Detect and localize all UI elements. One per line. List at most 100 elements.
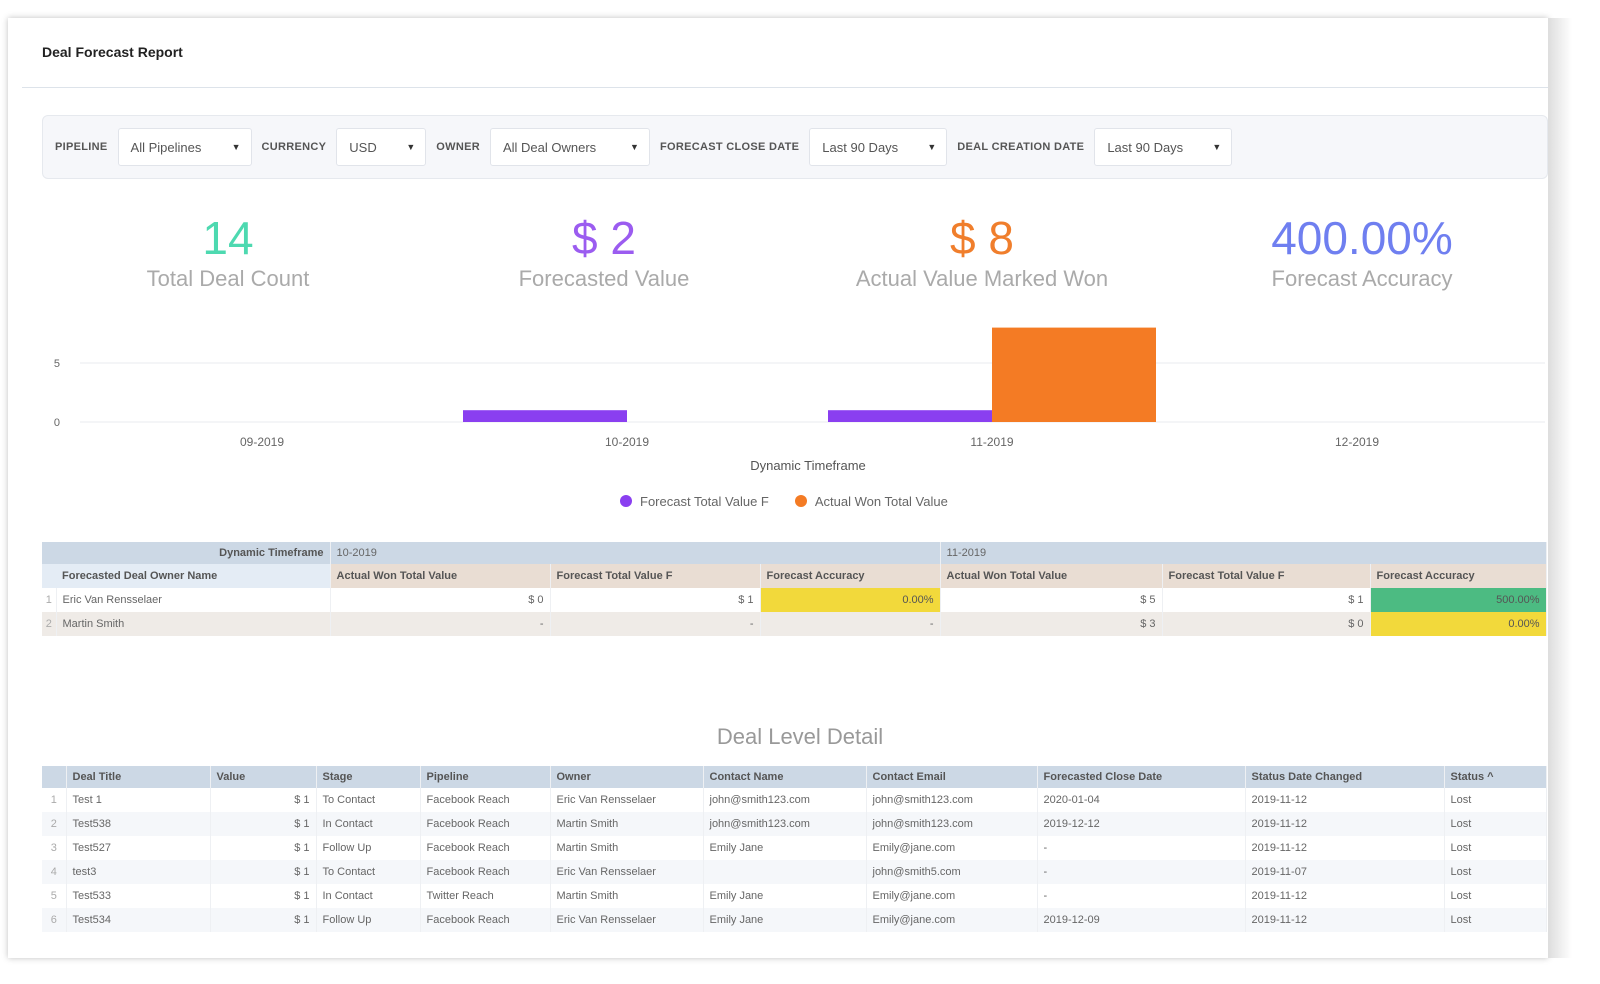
- table-cell: 6: [42, 908, 67, 932]
- table-cell: Martin Smith: [550, 836, 704, 860]
- table-cell: 5: [42, 884, 67, 908]
- pivot-cell: 500.00%: [1370, 588, 1547, 612]
- forecast-close-date-label: FORECAST CLOSE DATE: [659, 141, 800, 153]
- pivot-measure-header[interactable]: Forecast Accuracy: [760, 564, 941, 588]
- legend-item-forecast[interactable]: Forecast Total Value F: [620, 494, 769, 509]
- table-cell: Lost: [1444, 908, 1547, 932]
- pivot-measure-header[interactable]: Forecast Total Value F: [550, 564, 761, 588]
- table-cell: 2019-11-07: [1245, 860, 1445, 884]
- pivot-corner-label: Dynamic Timeframe: [42, 542, 331, 564]
- column-header[interactable]: Value: [210, 766, 317, 788]
- table-cell: Facebook Reach: [420, 788, 551, 812]
- kpi-label: Actual Value Marked Won: [855, 266, 1109, 291]
- pivot-row: 2 Martin Smith - - - $ 3 $ 0 0.00%: [42, 612, 1547, 636]
- table-cell: Lost: [1444, 812, 1547, 836]
- pipeline-select[interactable]: All Pipelines ▼: [117, 128, 252, 166]
- table-cell: Lost: [1444, 860, 1547, 884]
- deal-creation-date-value: Last 90 Days: [1107, 139, 1184, 155]
- column-header[interactable]: Contact Name: [703, 766, 867, 788]
- detail-section-title: Deal Level Detail: [716, 724, 884, 749]
- kpi-total-deal-count: 14 Total Deal Count: [38, 210, 418, 292]
- column-header[interactable]: Stage: [316, 766, 421, 788]
- y-tick-label: 0: [54, 417, 60, 429]
- table-cell: Eric Van Rensselaer: [550, 788, 704, 812]
- table-cell: 2019-12-12: [1037, 812, 1246, 836]
- kpi-label: Forecast Accuracy: [1271, 266, 1453, 291]
- kpi-value: $ 8: [950, 212, 1014, 264]
- divider: [22, 87, 1548, 88]
- table-row[interactable]: 5 Test533 $ 1 In Contact Twitter Reach Martin…: [42, 884, 1547, 908]
- table-cell: In Contact: [316, 812, 421, 836]
- pivot-measure-header[interactable]: Actual Won Total Value: [330, 564, 551, 588]
- caret-down-icon: ▼: [231, 142, 241, 152]
- currency-select[interactable]: USD ▼: [336, 128, 427, 166]
- kpi-label: Total Deal Count: [146, 266, 310, 291]
- table-row[interactable]: 3 Test527 $ 1 Follow Up Facebook Reach Martin…: [42, 836, 1547, 860]
- x-axis-title: Dynamic Timeframe: [750, 458, 866, 473]
- table-cell: -: [1037, 860, 1246, 884]
- caret-down-icon: ▼: [927, 142, 937, 152]
- pivot-period-header: 10-2019: [330, 542, 941, 564]
- pivot-cell: $ 5: [940, 588, 1163, 612]
- table-cell: Emily Jane: [703, 884, 867, 908]
- y-tick-label: 5: [54, 358, 60, 370]
- pivot-measure-header[interactable]: Forecast Accuracy: [1370, 564, 1547, 588]
- pivot-measure-header[interactable]: Actual Won Total Value: [940, 564, 1163, 588]
- table-cell: In Contact: [316, 884, 421, 908]
- table-cell: john@smith5.com: [866, 860, 1038, 884]
- pivot-cell: $ 0: [330, 588, 551, 612]
- legend-dot: [794, 495, 807, 507]
- table-row[interactable]: 1 Test 1 $ 1 To Contact Facebook Reach Eric V…: [42, 788, 1547, 812]
- table-cell: [703, 860, 867, 884]
- deal-creation-date-select[interactable]: Last 90 Days ▼: [1094, 128, 1233, 166]
- bar-forecast: [828, 410, 992, 422]
- kpi-value: 14: [202, 212, 254, 264]
- pivot-row-header: Forecasted Deal Owner Name: [42, 564, 331, 588]
- column-header[interactable]: Contact Email: [866, 766, 1038, 788]
- table-cell: Emily Jane: [703, 836, 867, 860]
- table-cell: 1: [42, 788, 67, 812]
- table-cell: 3: [42, 836, 67, 860]
- table-cell: To Contact: [316, 860, 421, 884]
- column-header[interactable]: Status ^: [1444, 766, 1547, 788]
- forecast-close-date-select[interactable]: Last 90 Days ▼: [809, 128, 948, 166]
- table-cell: Follow Up: [316, 908, 421, 932]
- table-row[interactable]: 6 Test534 $ 1 Follow Up Facebook Reach Eric V…: [42, 908, 1547, 932]
- table-cell: $ 1: [210, 836, 317, 860]
- kpi-label: Forecasted Value: [518, 266, 690, 291]
- table-cell: 2019-11-12: [1245, 788, 1445, 812]
- table-cell: john@smith123.com: [866, 788, 1038, 812]
- table-cell: 2: [42, 812, 67, 836]
- pivot-cell: -: [760, 612, 941, 636]
- pivot-cell: -: [550, 612, 761, 636]
- pivot-measure-header[interactable]: Forecast Total Value F: [1162, 564, 1371, 588]
- legend-item-actual[interactable]: Actual Won Total Value: [794, 494, 948, 509]
- table-cell: Lost: [1444, 836, 1547, 860]
- owner-select[interactable]: All Deal Owners ▼: [489, 128, 650, 166]
- column-header[interactable]: Status Date Changed: [1245, 766, 1445, 788]
- column-header[interactable]: Owner: [550, 766, 704, 788]
- table-cell: 2019-11-12: [1245, 812, 1445, 836]
- caret-down-icon: ▼: [406, 142, 416, 152]
- bar-actual: [992, 327, 1156, 422]
- legend-dot: [620, 495, 632, 507]
- column-header[interactable]: Forecasted Close Date: [1037, 766, 1246, 788]
- pivot-cell: 0.00%: [1370, 612, 1547, 636]
- table-cell: Twitter Reach: [420, 884, 551, 908]
- table-cell: Emily@jane.com: [866, 836, 1038, 860]
- page-title: Deal Forecast Report: [42, 44, 183, 60]
- forecast-close-date-value: Last 90 Days: [822, 139, 899, 155]
- table-row[interactable]: 2 Test538 $ 1 In Contact Facebook Reach Marti…: [42, 812, 1547, 836]
- x-tick-label: 09-2019: [240, 435, 284, 449]
- column-header[interactable]: Pipeline: [420, 766, 551, 788]
- table-row[interactable]: 4 test3 $ 1 To Contact Facebook Reach Eric Va…: [42, 860, 1547, 884]
- table-cell: $ 1: [210, 788, 317, 812]
- caret-down-icon: ▼: [630, 142, 639, 152]
- table-cell: Lost: [1444, 884, 1547, 908]
- table-cell: 2019-12-09: [1037, 908, 1246, 932]
- column-header[interactable]: Deal Title: [66, 766, 211, 788]
- table-cell: john@smith123.com: [703, 812, 867, 836]
- x-tick-label: 11-2019: [970, 435, 1013, 449]
- table-cell: Emily@jane.com: [866, 908, 1038, 932]
- owner-label: OWNER: [436, 141, 480, 153]
